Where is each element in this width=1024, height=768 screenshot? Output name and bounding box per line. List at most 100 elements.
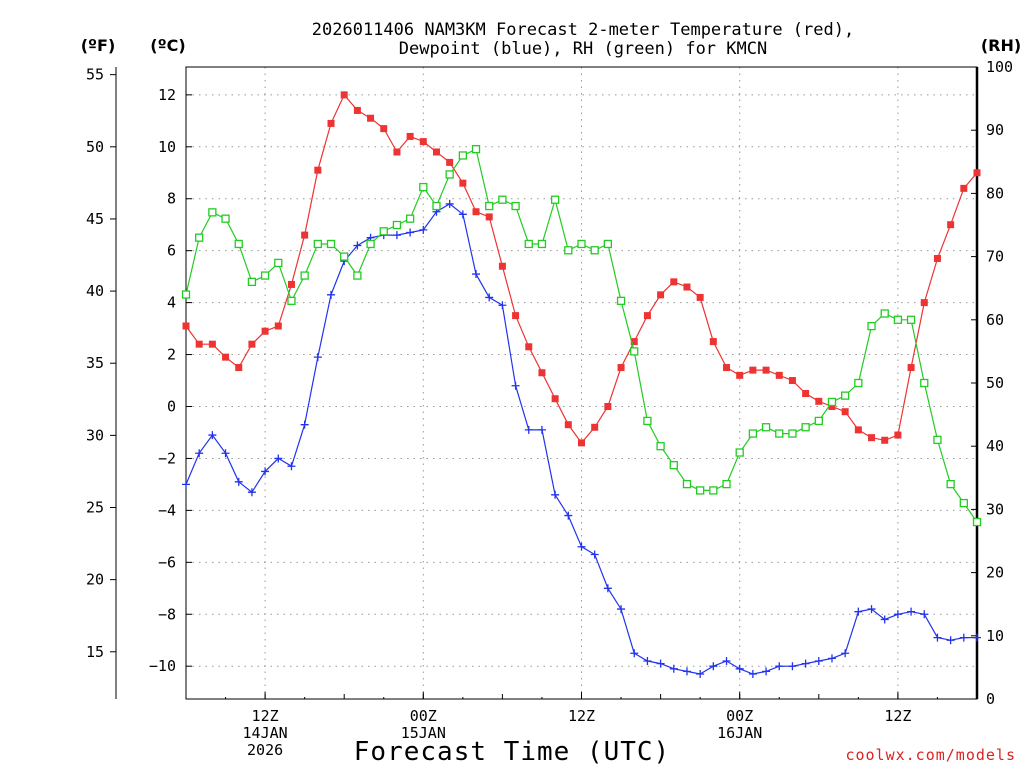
rh-point [208,208,217,217]
rh-unit-label: (RH) [981,36,1021,55]
rh-point [419,182,428,192]
temperature-point [367,114,375,122]
celsius-unit-label: (ºC) [150,36,185,55]
dewpoint-point [748,669,757,678]
fahrenheit-tick-label: 30 [86,426,104,444]
dewpoint-point [893,610,902,619]
x-tick-label: 15JAN [401,724,446,742]
dewpoint-point [445,199,454,208]
temperature-point [419,138,427,146]
rh-point [432,201,441,211]
temperature-point [643,312,651,320]
dewpoint-point [485,293,494,302]
dewpoint-point [300,420,309,429]
temperature-point [195,340,203,348]
dewpoint-point [261,467,270,476]
rh-tick-label: 100 [986,58,1013,76]
x-tick-label: 00Z [410,707,437,725]
temperature-point [472,208,480,216]
temperature-point [802,390,810,398]
rh-point [788,429,797,438]
rh-point [669,461,678,470]
celsius-tick-label: −4 [158,501,176,519]
temperature-point [973,169,981,177]
rh-point [867,321,876,331]
celsius-tick-label: 6 [167,242,176,260]
rh-point [656,442,665,451]
dewpoint-point [867,605,876,614]
dewpoint-point [287,462,296,471]
rh-point [524,239,533,249]
temperature-point [815,397,823,405]
temperature-point [670,278,678,286]
celsius-tick-label: 2 [167,346,176,364]
dewpoint-point [511,381,520,390]
celsius-tick-label: −8 [158,605,176,623]
dewpoint-point [551,490,560,499]
dewpoint-point [603,584,612,593]
rh-point [221,214,230,223]
temperature-point [301,231,309,239]
rh-point [854,378,863,388]
dewpoint-point [564,511,573,520]
temperature-point [749,366,757,374]
temperature-point [235,364,243,372]
dewpoint-point [656,659,665,668]
x-tick-label: 12Z [884,707,911,725]
fahrenheit-unit-label: (ºF) [81,36,116,55]
rh-point [893,315,903,324]
dewpoint-point [946,636,955,645]
celsius-tick-label: 8 [167,190,176,208]
dewpoint-point [617,605,626,614]
temperature-point [920,299,928,307]
chart-title-line-1: 2026011406 NAM3KM Forecast 2-meter Tempe… [312,20,854,40]
dewpoint-point [524,425,533,434]
rh-point [827,397,837,407]
x-axis-label: Forecast Time (UTC) [354,737,670,767]
rh-tick-label: 0 [986,690,995,708]
dewpoint-point [682,667,691,676]
dewpoint-point [406,228,415,237]
rh-point [709,486,718,495]
rh-point [353,271,362,280]
rh-point [682,479,692,489]
celsius-tick-label: 4 [167,294,176,312]
temperature-point [340,91,348,99]
rh-line [185,148,978,523]
temperature-point [617,364,625,372]
rh-point [801,423,810,432]
rh-point [972,517,982,527]
rh-point [564,246,573,255]
x-tick-label: 16JAN [717,724,762,742]
rh-point [260,271,270,280]
rh-point [630,347,639,356]
dewpoint-point [907,607,916,616]
rh-tick-label: 70 [986,248,1004,266]
temperature-point [736,371,744,379]
dewpoint-point [920,610,929,619]
x-tick-label: 12Z [568,707,595,725]
dewpoint-point [814,657,823,666]
rh-tick-label: 10 [986,627,1004,645]
rh-point [775,429,784,438]
temperature-point [208,340,216,348]
rh-point [920,378,929,388]
temperature-point [591,423,599,431]
dewpoint-point [195,449,204,458]
temperature-point [723,364,731,372]
temperature-point [393,148,401,156]
fahrenheit-tick-label: 15 [86,643,104,661]
temperature-point [432,148,440,156]
fahrenheit-tick-label: 55 [86,66,104,84]
temperature-point [604,403,612,410]
fahrenheit-tick-label: 45 [86,210,104,228]
celsius-tick-label: −2 [158,449,176,467]
temperature-point [314,166,322,174]
temperature-point [762,366,770,374]
temperature-point [696,293,704,301]
dewpoint-point [221,449,230,458]
temperature-point [894,431,902,439]
rh-point [405,214,415,223]
rh-point [761,423,771,432]
dewpoint-point [959,633,968,642]
